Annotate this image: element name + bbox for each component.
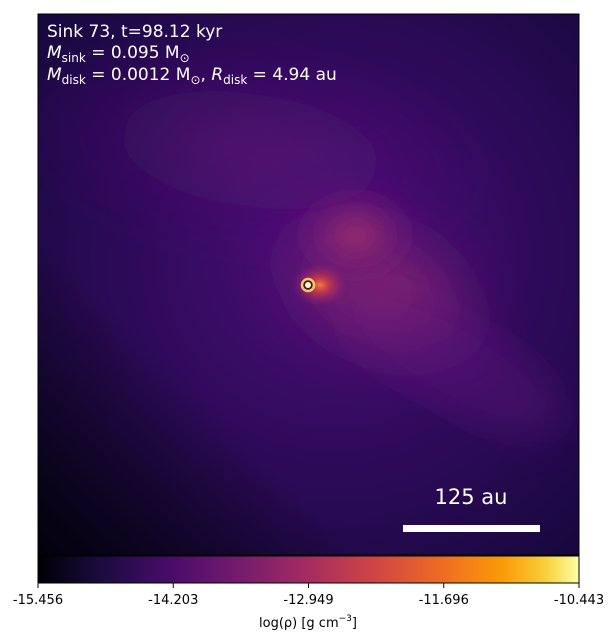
colorbar-tick-label: -11.696 [419, 593, 469, 608]
scale-bar [403, 525, 540, 532]
disk-mass-radius-label: Mdisk = 0.0012 M⊙, Rdisk = 4.94 au [47, 65, 337, 87]
density-map [38, 14, 579, 555]
colorbar-tick-label: -12.949 [283, 593, 333, 608]
colorbar-label: log(ρ) [g cm−3] [259, 614, 357, 631]
map-frame [37, 13, 580, 556]
sink-title: Sink 73, t=98.12 kyr [47, 22, 222, 42]
colorbar-ticks: -15.456 -14.203 -12.949 -11.696 -10.443 [13, 583, 604, 608]
scale-bar-label: 125 au [435, 485, 508, 509]
colorbar-tick-label: -14.203 [148, 593, 198, 608]
sink-particle-marker [300, 277, 316, 293]
sink-mass-label: Msink = 0.095 M⊙ [47, 43, 190, 65]
colorbar-tick-label: -10.443 [554, 593, 604, 608]
colorbar [37, 555, 580, 584]
colorbar-tick-label: -15.456 [13, 593, 63, 608]
